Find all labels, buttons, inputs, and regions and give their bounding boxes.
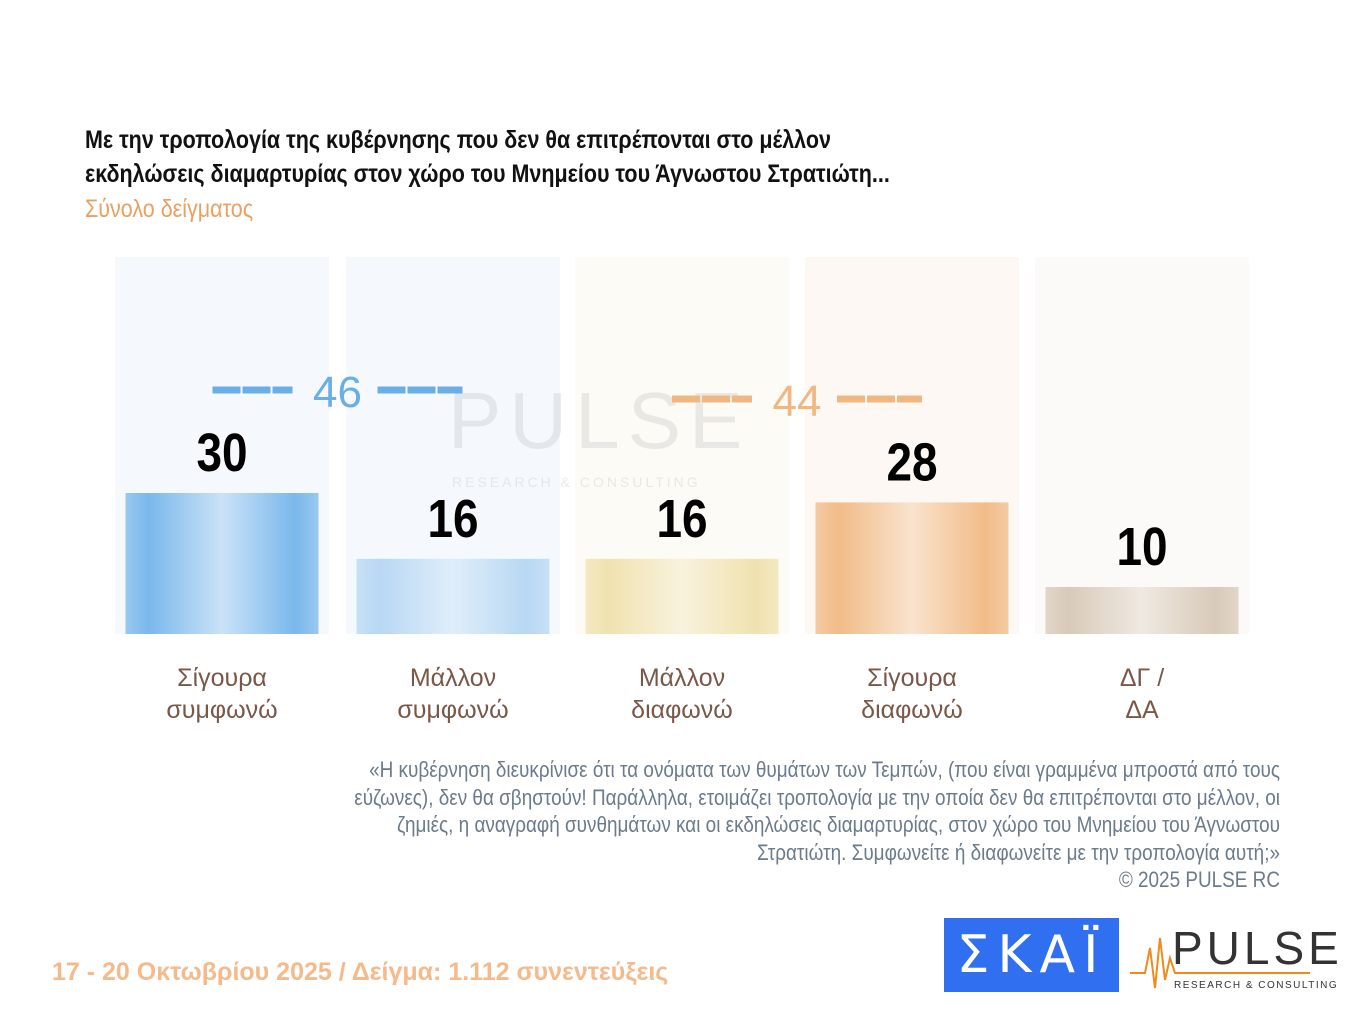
data-label: 10 (1116, 517, 1167, 577)
category-label: συμφωνώ (166, 696, 277, 724)
svg-text:PULSE: PULSE (448, 376, 750, 465)
bar (356, 558, 550, 634)
copyright: © 2025 PULSE RC (1118, 867, 1280, 892)
skai-logo-text: ΣΚΑΪ (956, 925, 1107, 985)
question-note: «Η κυβέρνηση διευκρίνισε ότι τα ονόματα … (334, 756, 1280, 894)
bar (125, 493, 319, 634)
chart-subtitle: Σύνολο δείγματος (85, 195, 254, 223)
bar (1045, 587, 1239, 634)
category-label: διαφωνώ (631, 696, 733, 724)
data-label: 28 (886, 432, 937, 492)
bar (585, 558, 779, 634)
category-label: Σίγουρα (177, 664, 267, 692)
survey-footer: 17 - 20 Οκτωβρίου 2025 / Δείγμα: 1.112 σ… (52, 958, 669, 986)
group-total-label: 46 (313, 368, 362, 417)
category-label: Μάλλον (410, 664, 496, 692)
data-label: 30 (196, 423, 247, 483)
data-label: 16 (656, 488, 707, 548)
category-label: Σίγουρα (867, 664, 957, 692)
category-label: ΔΑ (1125, 696, 1159, 724)
bar (815, 502, 1009, 634)
svg-text:PULSE: PULSE (1172, 922, 1340, 974)
title-line: εκδηλώσεις διαμαρτυρίας στον χώρο του Μν… (85, 160, 890, 188)
data-label: 16 (427, 488, 478, 548)
category-label: ΔΓ / (1120, 664, 1164, 692)
category-label: Μάλλον (639, 664, 725, 692)
pulse-logo: PULSE RESEARCH & CONSULTING (1130, 922, 1340, 991)
skai-logo: ΣΚΑΪ (944, 918, 1119, 992)
svg-text:RESEARCH & CONSULTING: RESEARCH & CONSULTING (452, 474, 701, 490)
question-text: «Η κυβέρνηση διευκρίνισε ότι τα ονόματα … (354, 757, 1280, 865)
chart-title: Με την τροπολογία της κυβέρνησης που δεν… (85, 123, 890, 191)
category-label: διαφωνώ (861, 696, 963, 724)
title-line: Με την τροπολογία της κυβέρνησης που δεν… (85, 126, 831, 154)
bar-chart: PULSE RESEARCH & CONSULTING 30 Σίγουρα συμ… (125, 257, 1249, 724)
group-total-label: 44 (773, 377, 822, 426)
column-background (1035, 257, 1249, 634)
category-label: συμφωνώ (397, 696, 508, 724)
svg-text:RESEARCH & CONSULTING: RESEARCH & CONSULTING (1174, 980, 1338, 991)
pulse-watermark: PULSE RESEARCH & CONSULTING (448, 376, 750, 490)
